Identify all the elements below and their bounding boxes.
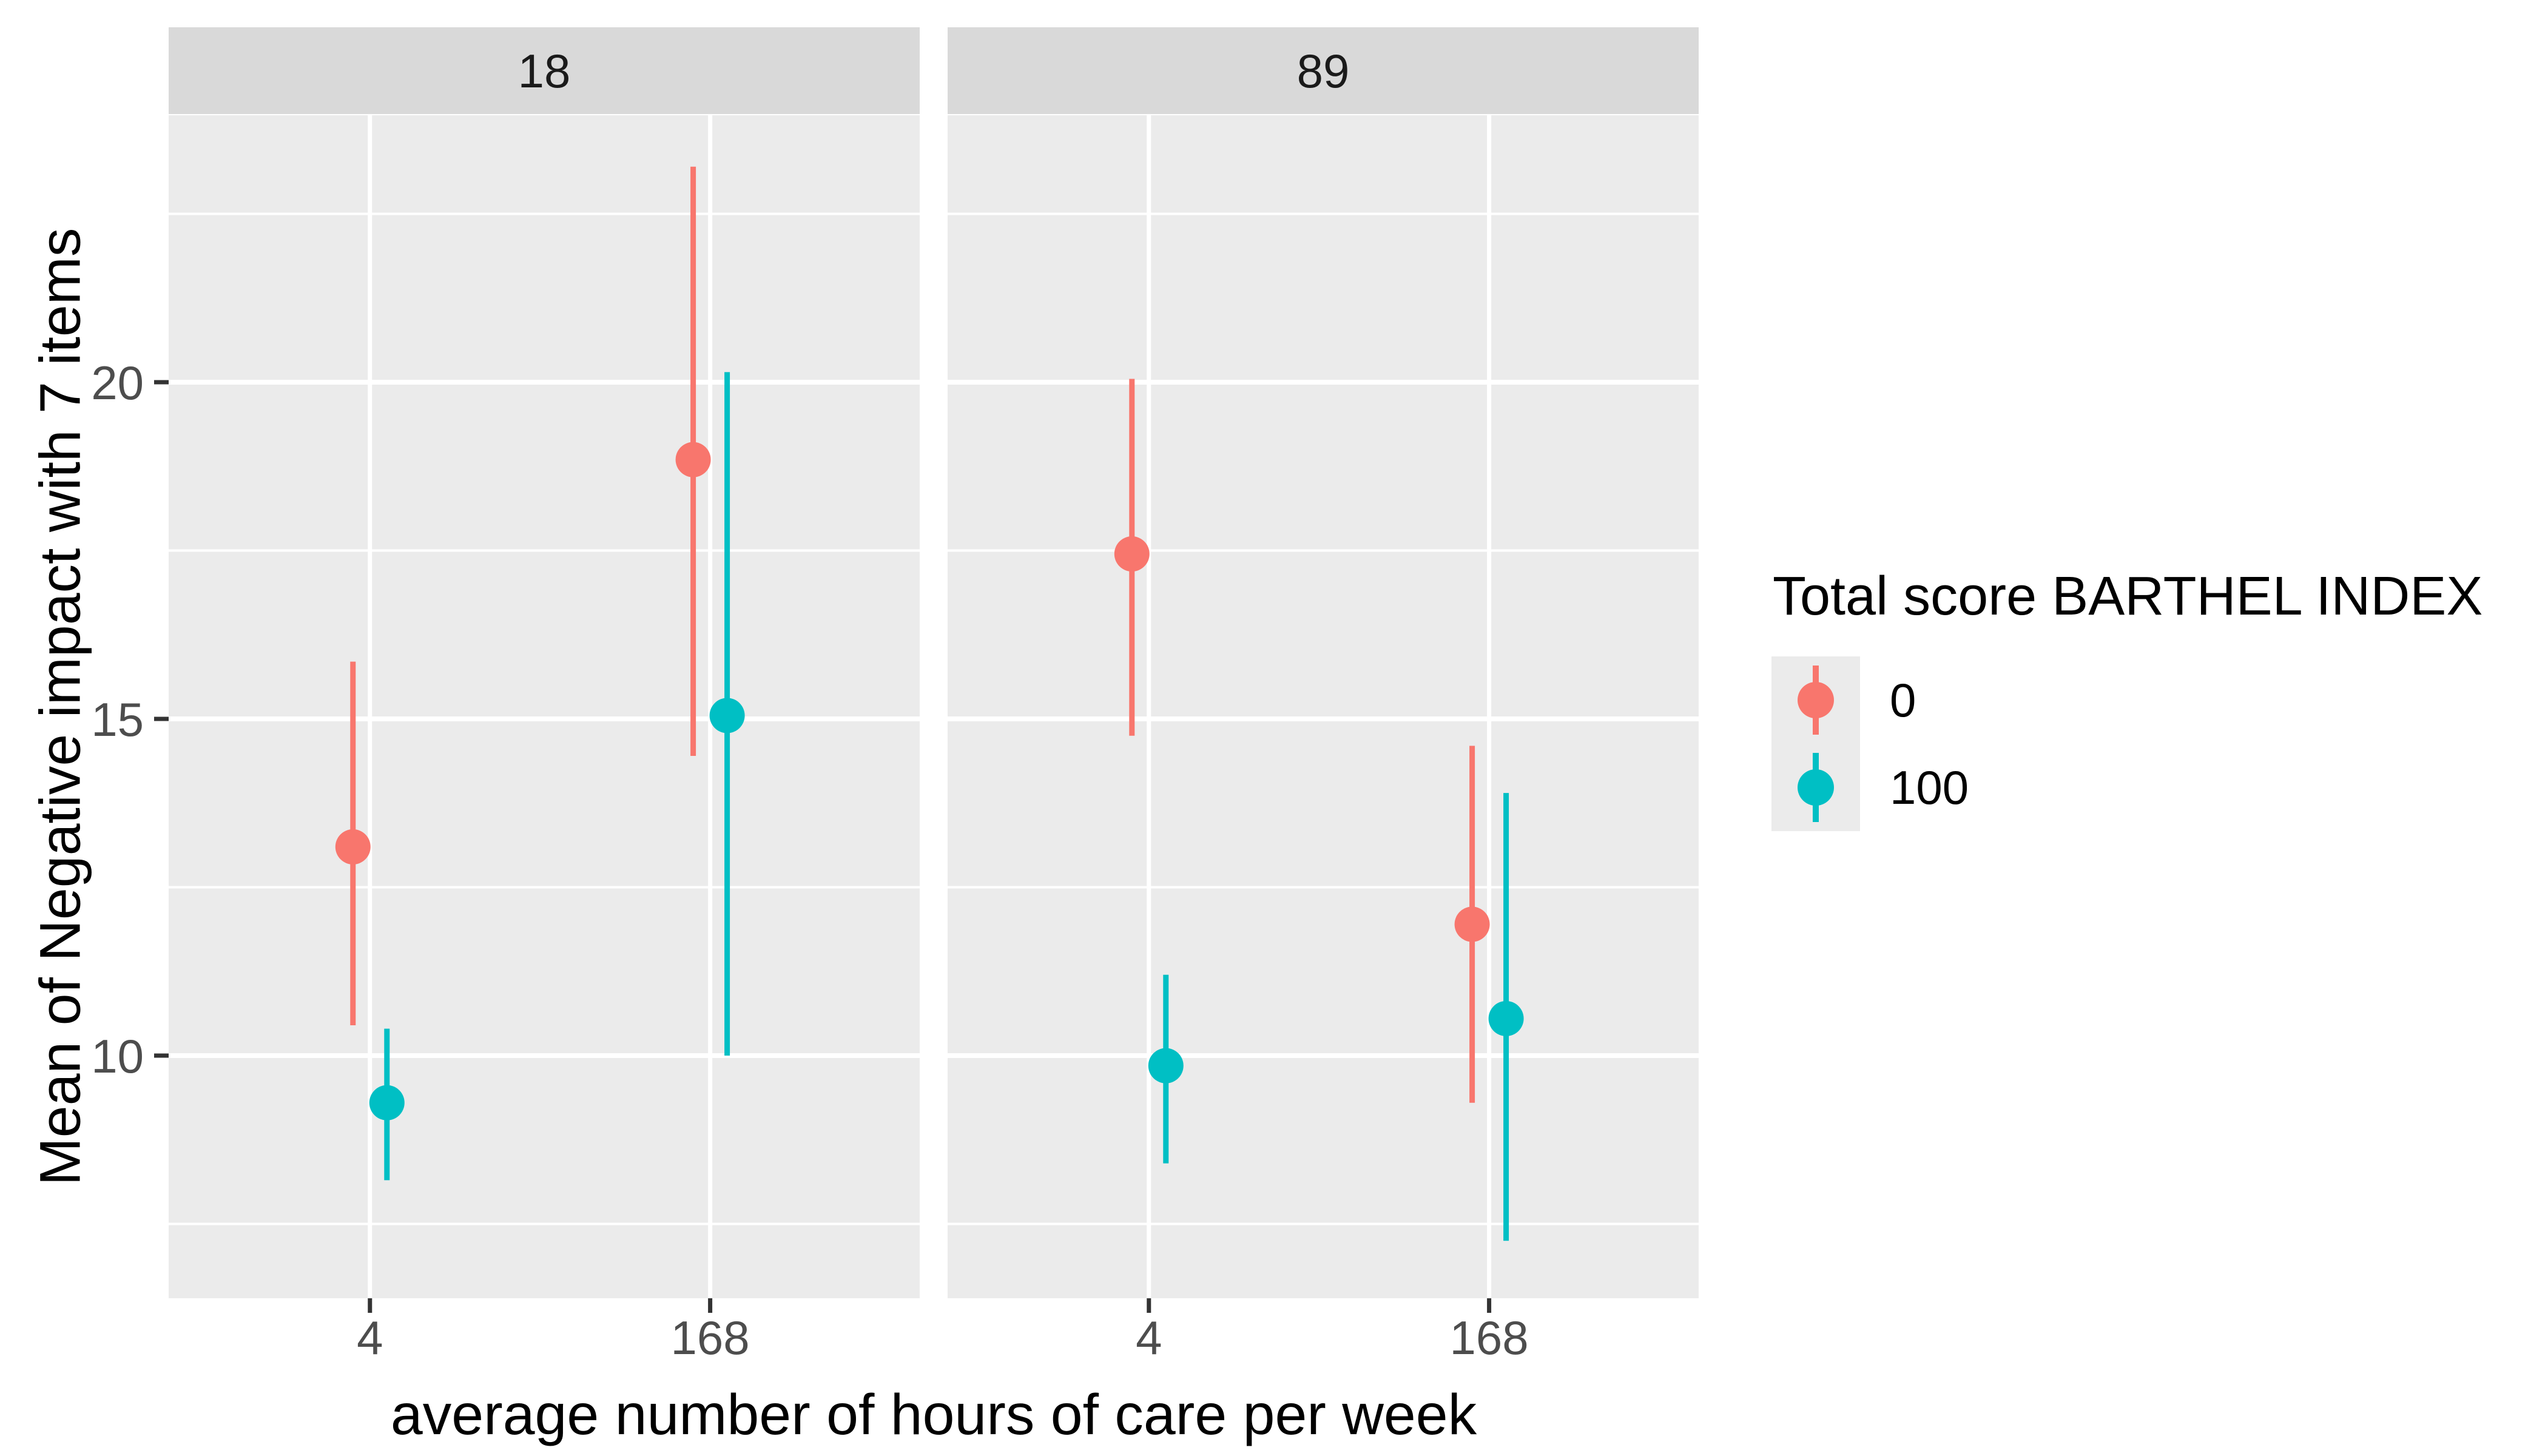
pointrange-glyph-red [1798,666,1834,735]
pointrange-point [369,1085,405,1121]
x-tick-label: 4 [357,1311,383,1364]
facet-strip-89: 89 [948,27,1699,114]
pointrange-point [1488,1000,1524,1036]
facet-strip-label: 18 [517,44,571,98]
y-tick-label: 20 [91,356,144,410]
x-tick-label: 4 [1136,1311,1162,1364]
legend-label-0: 0 [1890,673,1916,727]
x-tick-label: 168 [1450,1311,1529,1364]
legend-label-100: 100 [1890,761,1969,814]
x-axis-title: average number of hours of care per week [390,1383,1477,1447]
facet-strip-18: 18 [169,27,920,114]
pointrange-point [335,829,371,864]
legend-title: Total score BARTHEL INDEX [1773,566,2483,627]
pointrange-glyph-teal [1798,753,1834,822]
legend-key-100 [1771,744,1860,831]
pointrange-point [675,442,711,477]
y-tick-label: 15 [91,693,144,746]
panel-background [169,115,920,1298]
pointrange-point [709,698,745,733]
facet-strip-label: 89 [1296,44,1350,98]
x-tick-label: 168 [671,1311,750,1364]
pointrange-point [1148,1048,1184,1084]
pointrange-point [1454,906,1490,942]
y-tick-label: 10 [91,1030,144,1083]
y-axis-title: Mean of Negative impact with 7 items [28,228,93,1186]
pointrange-point [1114,536,1150,572]
panel-background [948,115,1699,1298]
legend-key-0 [1771,656,1860,744]
